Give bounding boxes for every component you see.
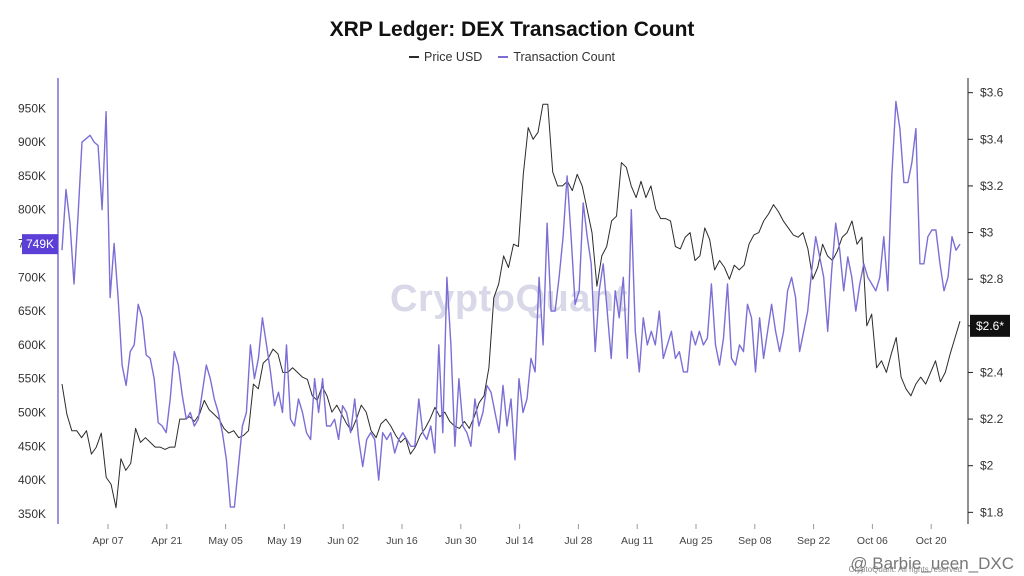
transaction-count-badge (22, 234, 58, 255)
y-right-tick-label: $3.4 (980, 132, 1004, 146)
x-tick-label: Apr 21 (151, 535, 182, 547)
y-right-tick-label: $3.2 (980, 179, 1004, 193)
x-tick-label: Sep 22 (797, 535, 830, 547)
transaction-count-line (61, 100, 961, 508)
y-right-tick-label: $2 (980, 459, 994, 473)
x-tick-label: Jul 28 (564, 535, 592, 547)
y-right-tick-label: $3 (980, 226, 994, 240)
x-tick-label: Jun 02 (327, 535, 359, 547)
y-left-tick-label: 350K (18, 507, 46, 521)
y-left-tick-label: 400K (18, 473, 46, 487)
legend-swatch-transaction-count (498, 56, 509, 58)
y-left-tick-label: 450K (18, 439, 46, 453)
price-line (61, 103, 961, 509)
x-tick-label: Aug 25 (679, 535, 712, 547)
copyright-text: CryptoQuant. All rights reserved (848, 565, 962, 574)
x-tick-label: May 19 (267, 535, 302, 547)
y-right-tick-label: $3.6 (980, 86, 1004, 100)
footer-tag: @ Barbie_ueen_DXC (850, 554, 1014, 573)
x-tick-label: Jun 16 (386, 535, 418, 547)
legend-item-transaction-count[interactable]: Transaction Count (498, 50, 615, 64)
y-left-tick-label: 900K (18, 135, 46, 149)
legend-label-price: Price USD (423, 50, 483, 64)
y-left-tick-label: 950K (18, 101, 46, 115)
y-left-tick-label: 550K (18, 372, 46, 386)
y-left-tick-label: 650K (18, 304, 46, 318)
legend-swatch-price (408, 56, 419, 58)
y-right-tick-label: $2.8 (980, 272, 1004, 286)
y-left-tick-label: 600K (18, 338, 46, 352)
chart-title: XRP Ledger: DEX Transaction Count (329, 18, 695, 41)
x-tick-label: Oct 06 (857, 535, 888, 547)
x-tick-label: Aug 11 (621, 535, 654, 547)
y-left-tick-label: 500K (18, 405, 46, 419)
y-left-tick-label: 800K (18, 203, 46, 217)
x-tick-label: Sep 08 (738, 535, 771, 547)
price-badge-label: $2.6* (976, 319, 1004, 333)
legend: Price USD Transaction Count (0, 50, 1024, 64)
x-tick-label: Jul 14 (506, 535, 534, 547)
y-right-tick-label: $1.8 (980, 505, 1004, 519)
y-left-tick-label: 700K (18, 270, 46, 284)
x-tick-label: Oct 20 (916, 535, 947, 547)
x-tick-label: Apr 07 (93, 535, 124, 547)
legend-item-price[interactable]: Price USD (408, 50, 483, 64)
legend-label-transaction-count: Transaction Count (513, 50, 616, 64)
y-right-tick-label: $2.4 (980, 365, 1004, 379)
transaction-count-badge-label: 749K (26, 237, 54, 251)
watermark: CryptoQuant (390, 278, 628, 320)
y-right-tick-label: $2.2 (980, 412, 1004, 426)
x-tick-label: Jun 30 (445, 535, 477, 547)
x-tick-label: May 05 (208, 535, 243, 547)
price-badge (970, 314, 1010, 337)
y-left-tick-label: 850K (18, 169, 46, 183)
